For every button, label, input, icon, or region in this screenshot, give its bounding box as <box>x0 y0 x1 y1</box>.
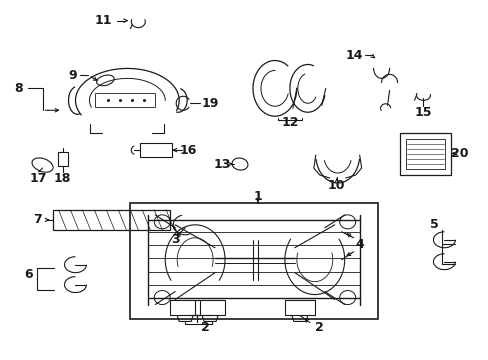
Bar <box>405 139 445 169</box>
Text: 3: 3 <box>170 233 179 246</box>
Bar <box>140 143 172 157</box>
Bar <box>170 300 200 315</box>
Text: 20: 20 <box>450 147 467 159</box>
Bar <box>95 93 155 107</box>
Text: 18: 18 <box>54 171 71 185</box>
Text: 6: 6 <box>24 268 33 281</box>
Text: 5: 5 <box>429 218 438 231</box>
Text: 15: 15 <box>414 106 431 119</box>
Text: 14: 14 <box>345 49 363 62</box>
Bar <box>52 210 170 230</box>
Text: 17: 17 <box>30 171 47 185</box>
Text: 12: 12 <box>281 116 298 129</box>
Text: 2: 2 <box>201 321 209 334</box>
Text: 8: 8 <box>14 82 23 95</box>
Bar <box>285 300 314 315</box>
Text: 2: 2 <box>315 321 324 334</box>
Bar <box>195 300 224 315</box>
Bar <box>130 203 377 319</box>
Text: 1: 1 <box>253 190 262 203</box>
Bar <box>58 152 67 166</box>
Text: 16: 16 <box>179 144 197 157</box>
Bar <box>399 133 450 175</box>
Text: 9: 9 <box>68 69 77 82</box>
Text: 4: 4 <box>355 238 363 251</box>
Text: 13: 13 <box>213 158 230 171</box>
Text: 10: 10 <box>327 180 345 193</box>
Text: 19: 19 <box>201 97 218 110</box>
Text: 11: 11 <box>95 14 112 27</box>
Text: 7: 7 <box>33 213 42 226</box>
